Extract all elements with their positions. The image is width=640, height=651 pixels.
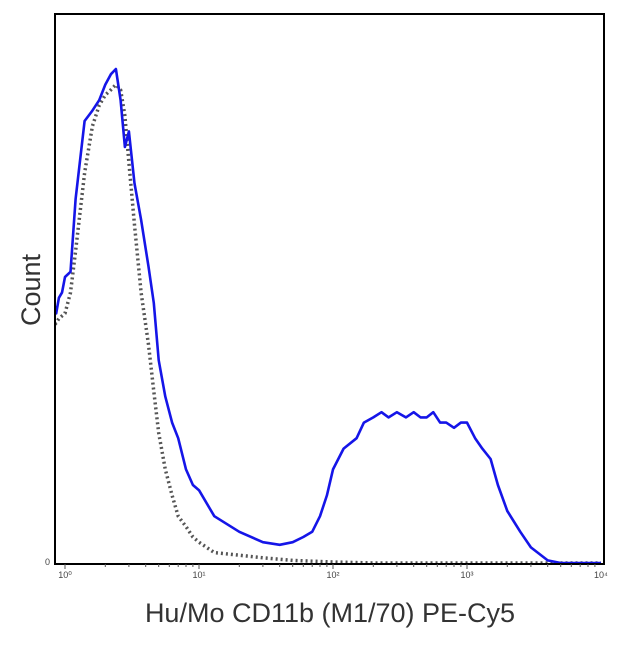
control-histogram-line (55, 82, 601, 564)
x-tick-label: 10¹ (192, 570, 205, 580)
plot-frame (54, 13, 605, 565)
x-tick-label: 10³ (460, 570, 473, 580)
x-axis-title: Hu/Mo CD11b (M1/70) PE-Cy5 (145, 598, 515, 628)
stained-histogram-line (55, 67, 601, 564)
x-tick-label: 10² (326, 570, 339, 580)
x-tick-label: 10⁴ (594, 570, 608, 580)
y-axis-title: Count (16, 253, 46, 326)
x-tick-label: 10⁰ (58, 570, 72, 580)
y-tick-label: 0 (45, 557, 50, 567)
